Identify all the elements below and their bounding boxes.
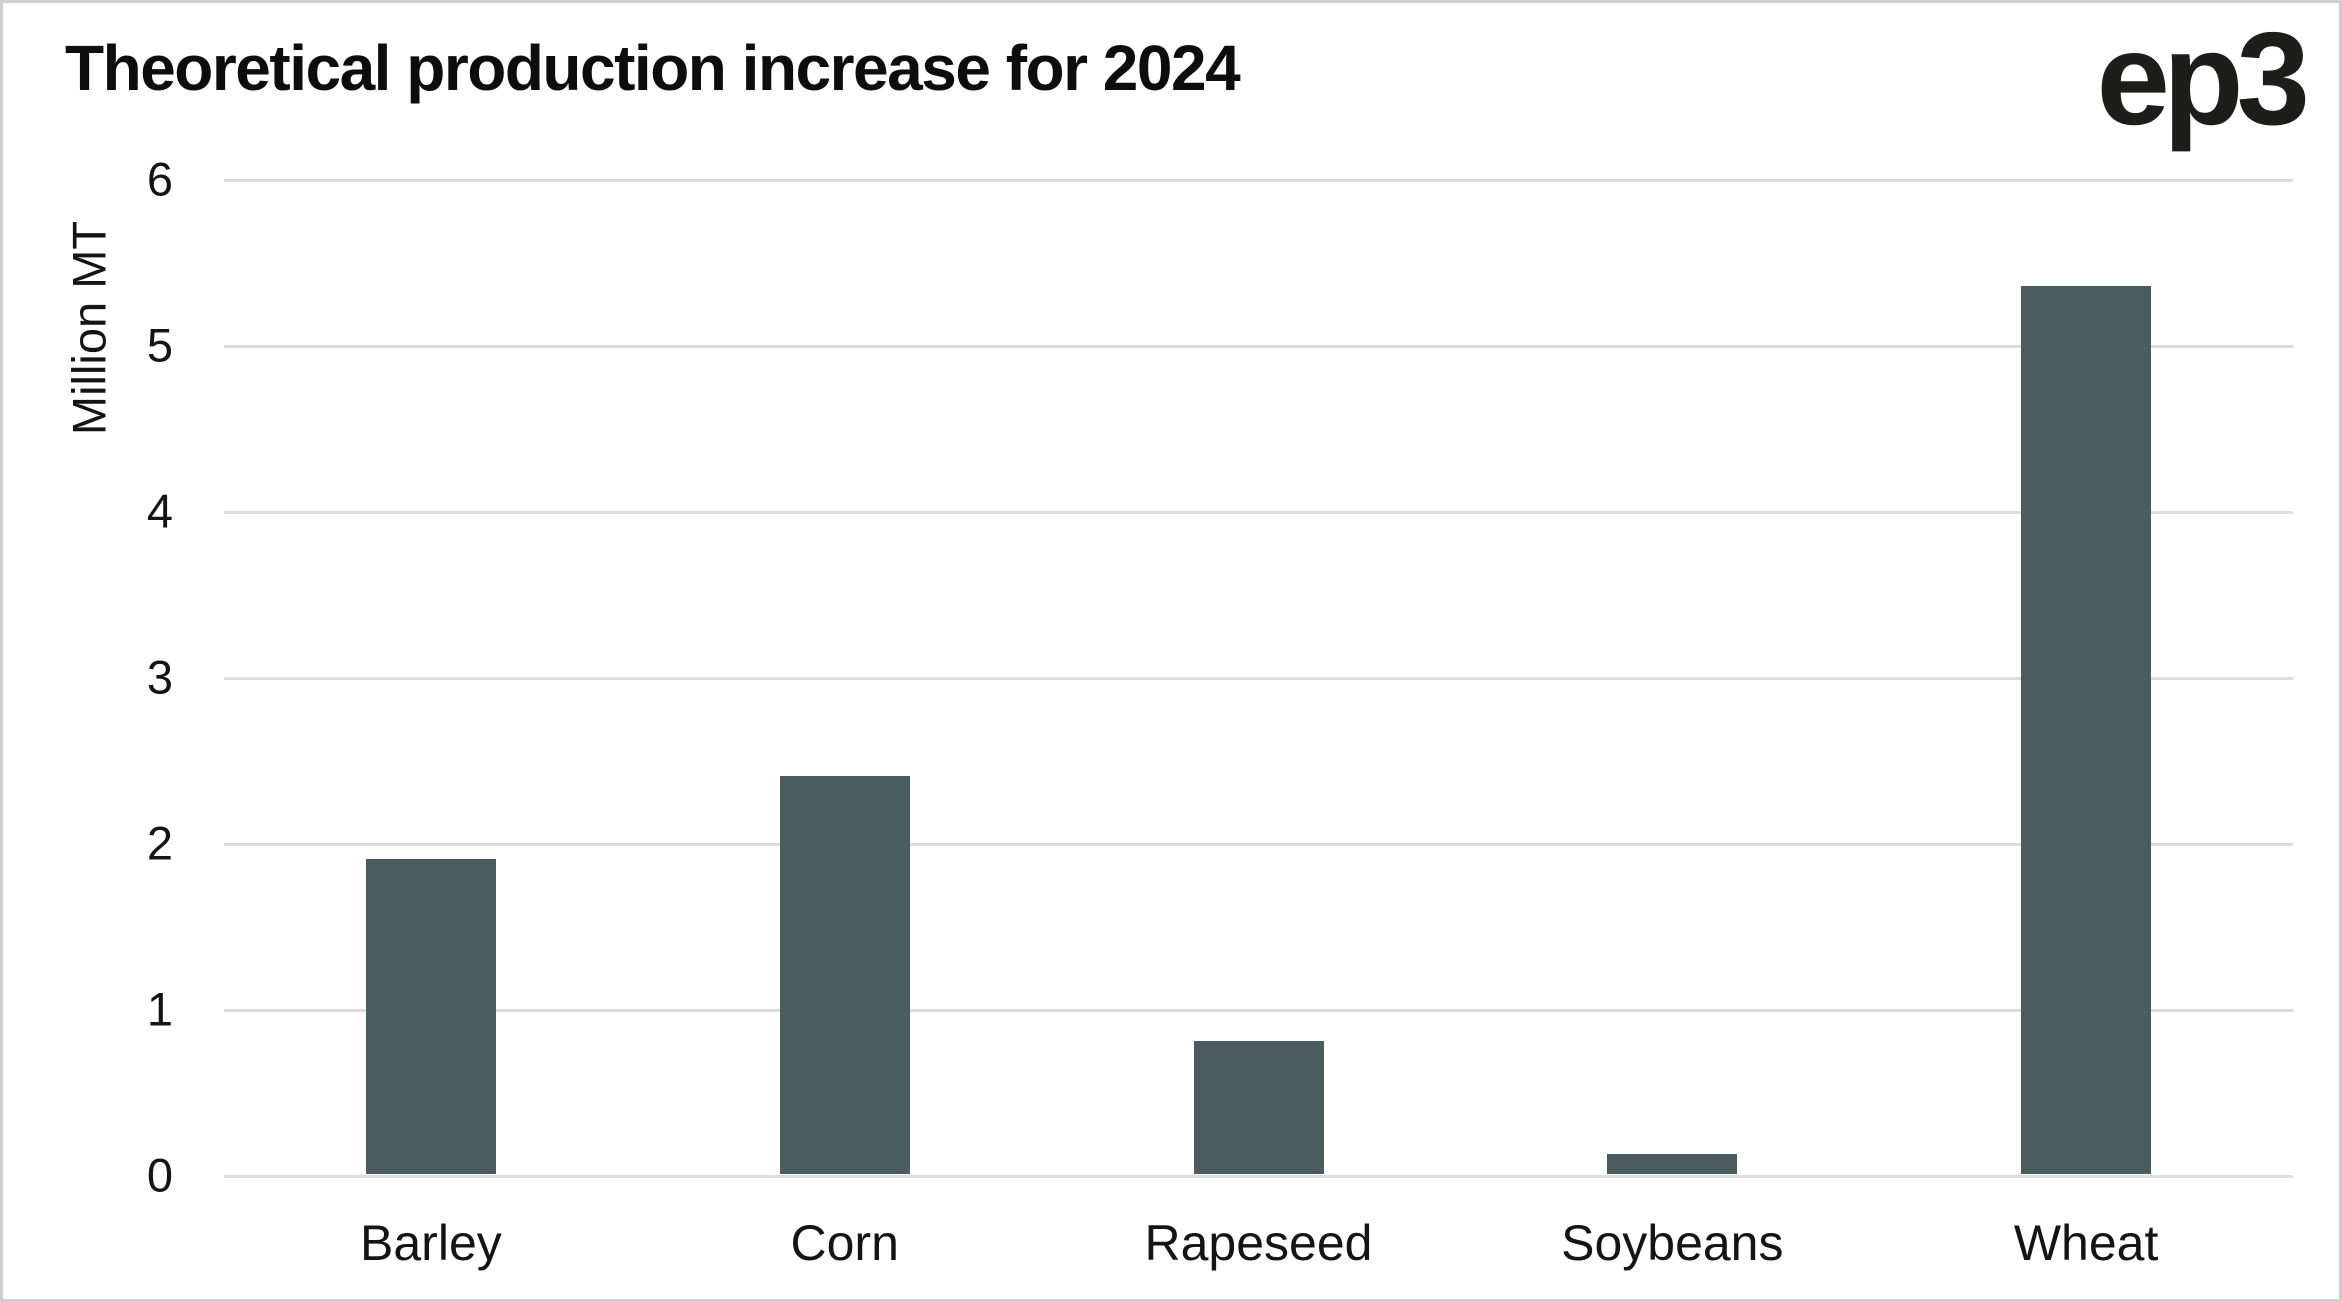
y-tick-2: 2 <box>146 816 173 870</box>
bar-wheat <box>2021 285 2152 1174</box>
x-label-soybeans: Soybeans <box>1561 1215 1784 1271</box>
gridline-y-3 <box>224 677 2293 680</box>
gridline-y-6 <box>224 179 2293 182</box>
y-tick-5: 5 <box>146 318 173 372</box>
y-tick-4: 4 <box>146 484 173 538</box>
x-label-rapeseed: Rapeseed <box>1144 1215 1373 1271</box>
y-axis-label: Million MT <box>62 220 116 436</box>
y-tick-6: 6 <box>146 152 173 206</box>
gridline-y-4 <box>224 511 2293 514</box>
bar-soybeans <box>1607 1154 1738 1174</box>
gridline-y-0 <box>224 1175 2293 1178</box>
x-label-wheat: Wheat <box>2013 1215 2159 1271</box>
bar-corn <box>779 775 910 1174</box>
plot-area: 0 1 2 3 4 5 6 Barley Corn Rapeseed Soybeans Wheat <box>147 156 2293 1268</box>
x-label-corn: Corn <box>790 1215 899 1271</box>
y-tick-0: 0 <box>146 1148 173 1202</box>
gridline-y-5 <box>224 345 2293 348</box>
x-label-barley: Barley <box>360 1215 502 1271</box>
bar-barley <box>365 858 496 1174</box>
chart-title: Theoretical production increase for 2024 <box>65 32 1241 104</box>
y-tick-3: 3 <box>146 650 173 704</box>
bar-rapeseed <box>1193 1041 1324 1174</box>
gridline-y-2 <box>224 843 2293 846</box>
gridline-y-1 <box>224 1009 2293 1012</box>
y-tick-1: 1 <box>146 982 173 1036</box>
ep3-logo: ep3 <box>2096 5 2310 152</box>
